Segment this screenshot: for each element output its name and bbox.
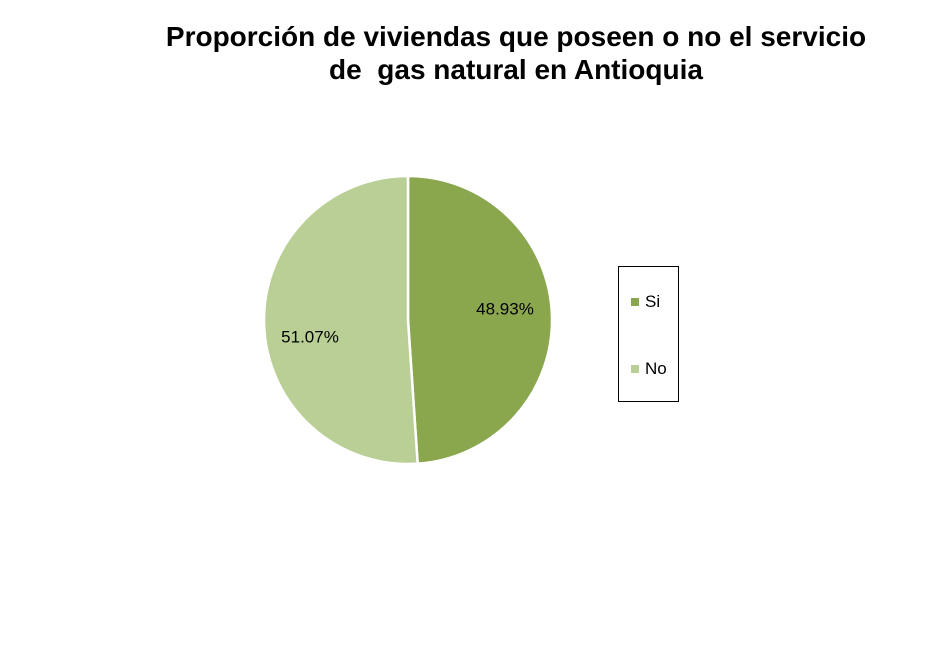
- legend-item-no: No: [631, 359, 667, 379]
- legend-label-si: Si: [645, 292, 661, 311]
- legend-label-no: No: [645, 359, 667, 378]
- data-label-no: 51.07%: [281, 327, 339, 346]
- pie-slice-no: [262, 174, 420, 466]
- chart-title: Proporción de viviendas que poseen o no …: [96, 20, 933, 86]
- legend-swatch-si: [631, 298, 639, 306]
- legend-swatch-no: [631, 365, 639, 373]
- data-label-si: 48.93%: [476, 299, 534, 318]
- chart-title-line-2: de gas natural en Antioquia: [329, 54, 703, 85]
- chart-title-line-1: Proporción de viviendas que poseen o no …: [165, 21, 867, 52]
- pie-slice-si: [406, 174, 554, 466]
- legend-item-si: Si: [631, 292, 660, 312]
- legend: Si No: [618, 266, 679, 402]
